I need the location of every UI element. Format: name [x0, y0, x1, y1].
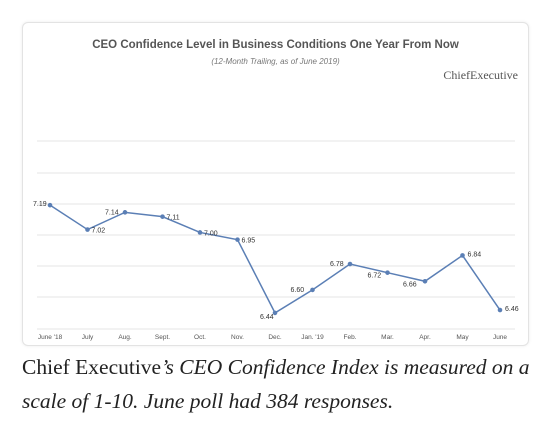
x-tick-label-2: Aug. [118, 334, 132, 341]
data-label-6: 6.44 [260, 314, 274, 321]
chart-title: CEO Confidence Level in Business Conditi… [92, 39, 459, 51]
caption: Chief Executive’s CEO Confidence Index i… [22, 350, 532, 418]
x-tick-label-8: Feb. [343, 334, 356, 341]
data-label-10: 6.66 [403, 281, 417, 288]
data-label-0: 7.19 [33, 201, 47, 208]
x-tick-label-7: Jan. '19 [301, 334, 324, 341]
x-tick-label-5: Nov. [231, 334, 244, 341]
data-label-7: 6.60 [291, 287, 305, 294]
x-tick-label-6: Dec. [268, 334, 282, 341]
data-point-6 [272, 310, 278, 316]
brand-logo: ChiefExecutive [443, 68, 518, 82]
x-tick-label-12: June [493, 334, 507, 341]
data-label-9: 6.72 [368, 273, 382, 280]
data-label-1: 7.02 [92, 228, 106, 235]
data-point-7 [310, 287, 315, 293]
data-point-5 [235, 237, 240, 242]
data-label-12: 6.46 [505, 306, 519, 313]
x-tick-label-0: June '18 [38, 334, 63, 341]
data-point-2 [122, 210, 128, 215]
data-label-3: 7.11 [167, 215, 180, 222]
x-tick-label-10: Apr. [419, 334, 431, 341]
data-label-4: 7.00 [204, 230, 218, 237]
data-label-11: 6.84 [468, 251, 482, 258]
data-point-3 [160, 214, 165, 219]
chart-subtitle: (12-Month Trailing, as of June 2019) [211, 57, 340, 66]
data-point-11 [460, 253, 465, 258]
data-point-4 [197, 230, 203, 235]
data-point-1 [85, 227, 90, 232]
x-tick-label-9: Mar. [381, 334, 394, 341]
data-point-10 [422, 278, 428, 284]
x-tick-label-11: May [456, 334, 469, 341]
data-label-8: 6.78 [330, 261, 344, 268]
data-point-9 [385, 270, 390, 275]
x-tick-label-1: July [82, 334, 94, 341]
data-point-8 [347, 261, 353, 267]
line-chart: 7.19 June '18 7.02 July 7.14 Aug. 7.11 Sept. 7.0… [33, 140, 519, 341]
x-tick-label-4: Oct. [194, 334, 206, 341]
data-point-0 [47, 202, 53, 208]
chart-card: CEO Confidence Level in Business Conditi… [22, 22, 529, 346]
data-label-2: 7.14 [105, 209, 119, 216]
caption-text: ’s CEO Confidence Index is measured on a… [22, 355, 530, 413]
x-tick-label-3: Sept. [155, 334, 170, 341]
data-point-12 [497, 307, 503, 313]
data-label-5: 6.95 [242, 238, 256, 245]
caption-source: Chief Executive [22, 355, 162, 379]
